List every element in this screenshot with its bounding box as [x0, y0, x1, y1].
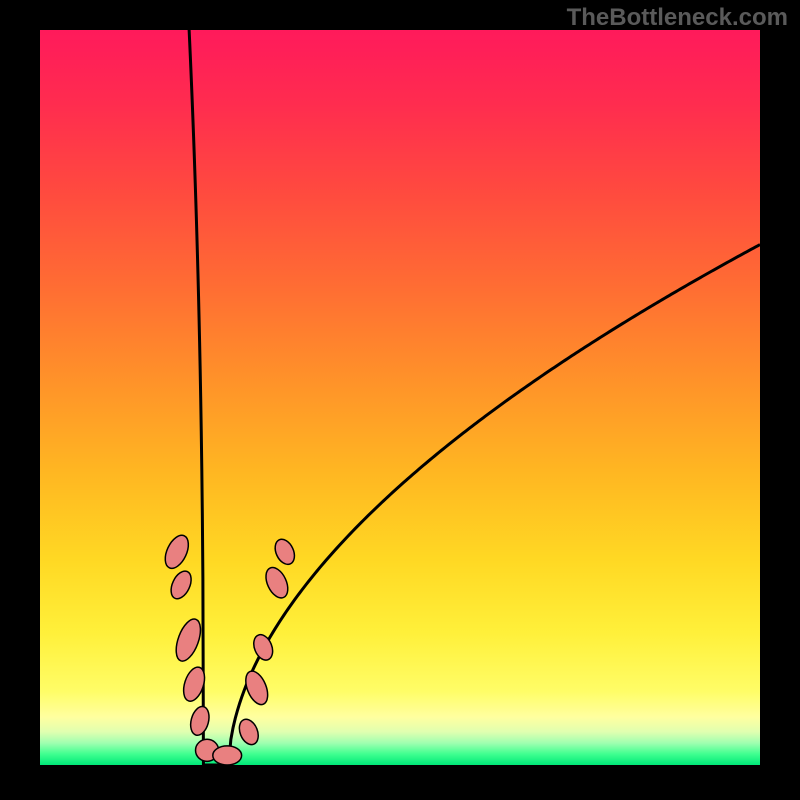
bottleneck-chart [40, 30, 760, 765]
data-marker [213, 746, 242, 765]
watermark-label: TheBottleneck.com [567, 4, 788, 32]
gradient-background [40, 30, 760, 765]
chart-container: TheBottleneck.com [0, 0, 800, 800]
